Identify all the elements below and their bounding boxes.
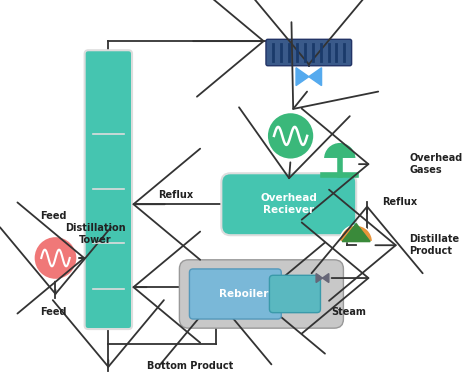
Circle shape [34,236,77,280]
Wedge shape [323,142,356,158]
Text: Steam: Steam [332,307,366,317]
FancyBboxPatch shape [269,275,320,313]
Text: Overhead
Reciever: Overhead Reciever [260,194,317,215]
Text: Reboiler: Reboiler [219,289,269,299]
FancyBboxPatch shape [190,269,281,319]
Polygon shape [322,274,329,282]
Polygon shape [296,68,309,86]
Text: Reflux: Reflux [382,197,417,207]
Text: Distillate
Product: Distillate Product [409,234,459,256]
Text: Distillation
Tower: Distillation Tower [65,224,126,245]
FancyBboxPatch shape [180,260,344,328]
Polygon shape [309,68,321,86]
FancyBboxPatch shape [85,50,132,329]
Circle shape [267,112,314,160]
Text: Reflux: Reflux [158,190,193,200]
Polygon shape [316,274,322,282]
Text: Feed: Feed [40,211,67,221]
Text: Overhead
Gases: Overhead Gases [409,153,462,175]
Text: Bottom Product: Bottom Product [147,362,234,371]
Polygon shape [342,224,370,242]
Text: Feed: Feed [40,307,67,317]
Wedge shape [340,225,373,242]
FancyBboxPatch shape [221,173,356,235]
FancyBboxPatch shape [266,39,352,66]
